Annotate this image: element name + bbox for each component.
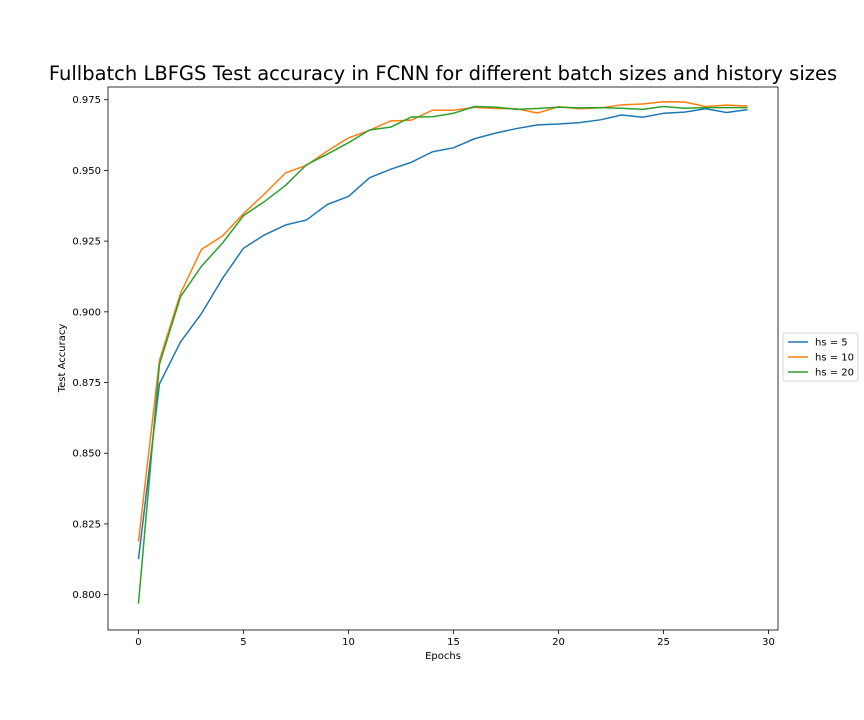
x-axis-label: Epochs [425, 651, 461, 662]
y-tick-label: 0.825 [72, 519, 101, 530]
x-tick-label: 5 [240, 637, 246, 648]
y-axis: 0.800 0.825 0.850 0.875 0.900 0.925 0.950 0.975 [72, 95, 108, 601]
x-axis: 0 5 10 15 20 25 30 [135, 630, 775, 648]
series-lines [137, 100, 748, 604]
x-tick-label: 0 [135, 637, 141, 648]
y-tick-label: 0.800 [72, 590, 101, 601]
y-tick-label: 0.975 [72, 95, 101, 106]
series-line-2 [137, 100, 748, 542]
chart-title: Fullbatch LBFGS Test accuracy in FCNN fo… [49, 62, 837, 85]
plot-area [107, 86, 779, 631]
legend: hs = 5 hs = 10 hs = 20 [782, 332, 859, 382]
y-tick-label: 0.900 [72, 307, 101, 318]
y-axis-label: Test Accuracy [57, 324, 68, 394]
legend-label-2: hs = 10 [815, 353, 854, 364]
y-tick-label: 0.875 [72, 378, 101, 389]
x-tick-label: 30 [762, 637, 775, 648]
y-tick-label: 0.850 [72, 449, 101, 460]
x-tick-label: 15 [447, 637, 460, 648]
y-tick-label: 0.925 [72, 237, 101, 248]
x-tick-label: 20 [552, 637, 565, 648]
legend-box [782, 332, 859, 382]
legend-label-1: hs = 5 [815, 338, 848, 349]
series-line-3 [137, 105, 748, 604]
x-tick-label: 10 [342, 637, 355, 648]
y-tick-label: 0.950 [72, 166, 101, 177]
legend-label-3: hs = 20 [815, 368, 854, 379]
series-line-1 [137, 108, 748, 560]
x-tick-label: 25 [657, 637, 670, 648]
